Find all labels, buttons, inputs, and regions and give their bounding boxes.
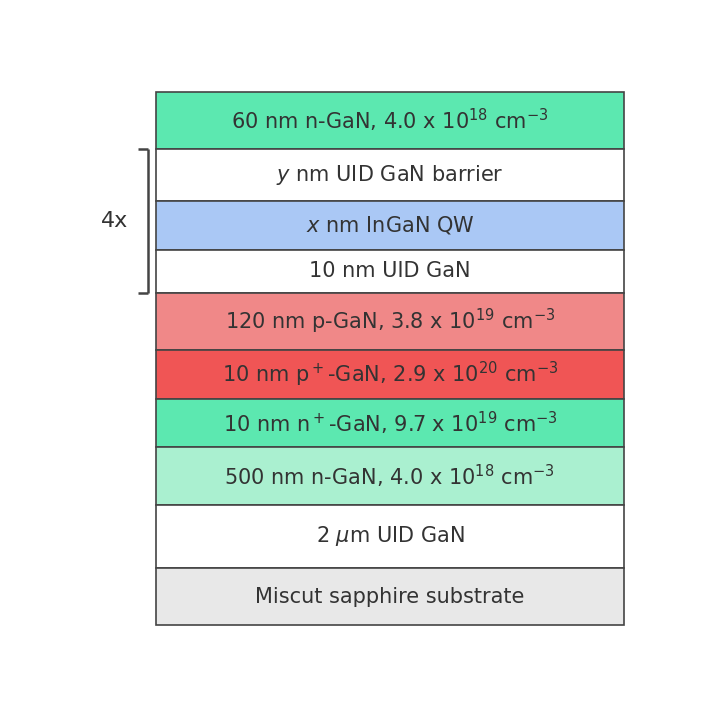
Text: Miscut sapphire substrate: Miscut sapphire substrate <box>255 586 524 606</box>
Bar <box>156 399 625 447</box>
Bar <box>156 447 625 505</box>
Text: 10 nm n$^+$-GaN, 9.7 x 10$^{19}$ cm$^{-3}$: 10 nm n$^+$-GaN, 9.7 x 10$^{19}$ cm$^{-3… <box>222 410 557 437</box>
Bar <box>156 293 625 350</box>
Text: 2 $\mu$m UID GaN: 2 $\mu$m UID GaN <box>315 525 464 548</box>
Bar <box>156 350 625 399</box>
Text: 120 nm p-GaN, 3.8 x 10$^{19}$ cm$^{-3}$: 120 nm p-GaN, 3.8 x 10$^{19}$ cm$^{-3}$ <box>225 307 555 336</box>
Bar <box>156 568 625 626</box>
Bar <box>156 249 625 293</box>
Text: 10 nm UID GaN: 10 nm UID GaN <box>309 261 470 281</box>
Text: 4x: 4x <box>100 211 128 231</box>
Text: $y$ nm UID GaN barrier: $y$ nm UID GaN barrier <box>276 163 504 187</box>
Bar <box>156 149 625 201</box>
Text: $x$ nm InGaN QW: $x$ nm InGaN QW <box>306 214 475 236</box>
Bar <box>156 201 625 249</box>
Bar <box>156 92 625 149</box>
Text: 500 nm n-GaN, 4.0 x 10$^{18}$ cm$^{-3}$: 500 nm n-GaN, 4.0 x 10$^{18}$ cm$^{-3}$ <box>224 463 555 490</box>
Text: 60 nm n-GaN, 4.0 x 10$^{18}$ cm$^{-3}$: 60 nm n-GaN, 4.0 x 10$^{18}$ cm$^{-3}$ <box>231 106 549 134</box>
Text: 10 nm p$^+$-GaN, 2.9 x 10$^{20}$ cm$^{-3}$: 10 nm p$^+$-GaN, 2.9 x 10$^{20}$ cm$^{-3… <box>222 360 558 389</box>
Bar <box>156 505 625 568</box>
